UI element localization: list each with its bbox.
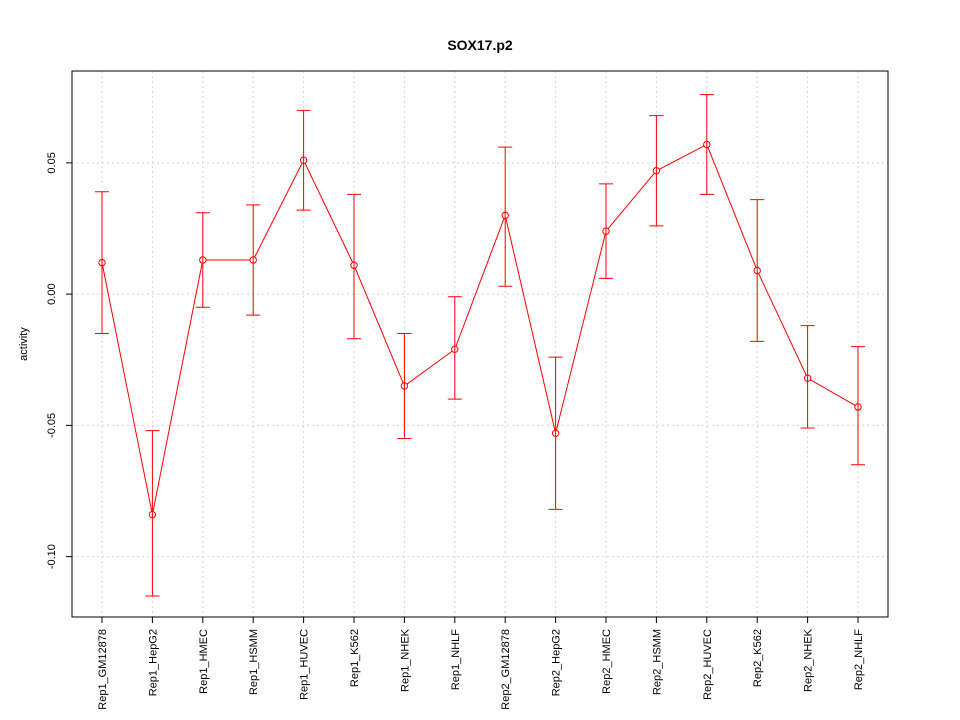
series-segment [659,145,705,170]
series-line [102,145,856,512]
series-segment [555,234,606,431]
x-tick-label: Rep2_GM12878 [500,629,512,710]
data-point [350,261,358,269]
series-segment [607,172,655,229]
x-tick-label: Rep1_HepG2 [147,629,159,696]
data-point [400,382,409,390]
series-segment [354,268,404,384]
y-tick-label: 0.05 [46,152,58,173]
series-segment [810,379,856,406]
y-tick-label: -0.10 [46,544,58,569]
x-axis: Rep1_GM12878 Rep1_HepG2 Rep1_HMEC Rep1_HSMM… [97,617,865,710]
series-segment [152,263,203,512]
x-tick-label: Rep2_HSMM [651,629,663,695]
x-tick-label: Rep2_HUVEC [702,629,714,700]
data-point [451,345,459,353]
series-segment [505,218,556,431]
chart-title: SOX17.p2 [447,37,513,53]
grid [72,71,888,617]
x-tick-label: Rep2_NHEK [803,628,815,692]
plot-frame [71,70,889,618]
data-point [249,256,257,264]
series-segment [102,265,153,512]
x-tick-label: Rep1_HUVEC [299,629,311,700]
data-point [98,258,106,267]
data-point [703,140,711,149]
y-tick-label: -0.05 [46,413,58,438]
data-point [299,156,308,164]
x-tick-label: Rep1_HMEC [198,629,210,694]
x-tick-label: Rep1_NHLF [450,629,462,690]
series-segment [707,147,757,268]
data-point [199,256,207,264]
x-tick-label: Rep2_NHLF [853,629,865,690]
data-point [753,266,761,275]
y-tick-label: 0.00 [46,283,58,304]
data-point [854,403,862,411]
series-segment [455,218,505,347]
data-point [602,227,610,235]
series-segment [254,162,303,258]
data-point [501,211,509,220]
series-segment [758,273,807,376]
data-point [803,374,812,382]
data-point [652,167,661,175]
y-axis-label: activity [18,327,30,361]
data-point [148,510,157,519]
x-tick-label: Rep1_HSMM [248,629,260,695]
data-points [98,140,862,519]
error-bars [95,94,865,597]
x-tick-label: Rep2_HepG2 [551,629,563,696]
data-point [551,429,560,437]
x-tick-label: Rep2_K562 [752,629,764,687]
x-tick-label: Rep1_K562 [349,629,361,687]
series-segment [406,350,453,385]
x-tick-label: Rep1_NHEK [399,628,411,692]
y-axis: -0.10 -0.05 0.00 0.05 [46,152,72,569]
series-segment [304,162,354,263]
x-tick-label: Rep2_HMEC [601,629,613,694]
x-tick-label: Rep1_GM12878 [97,629,109,710]
